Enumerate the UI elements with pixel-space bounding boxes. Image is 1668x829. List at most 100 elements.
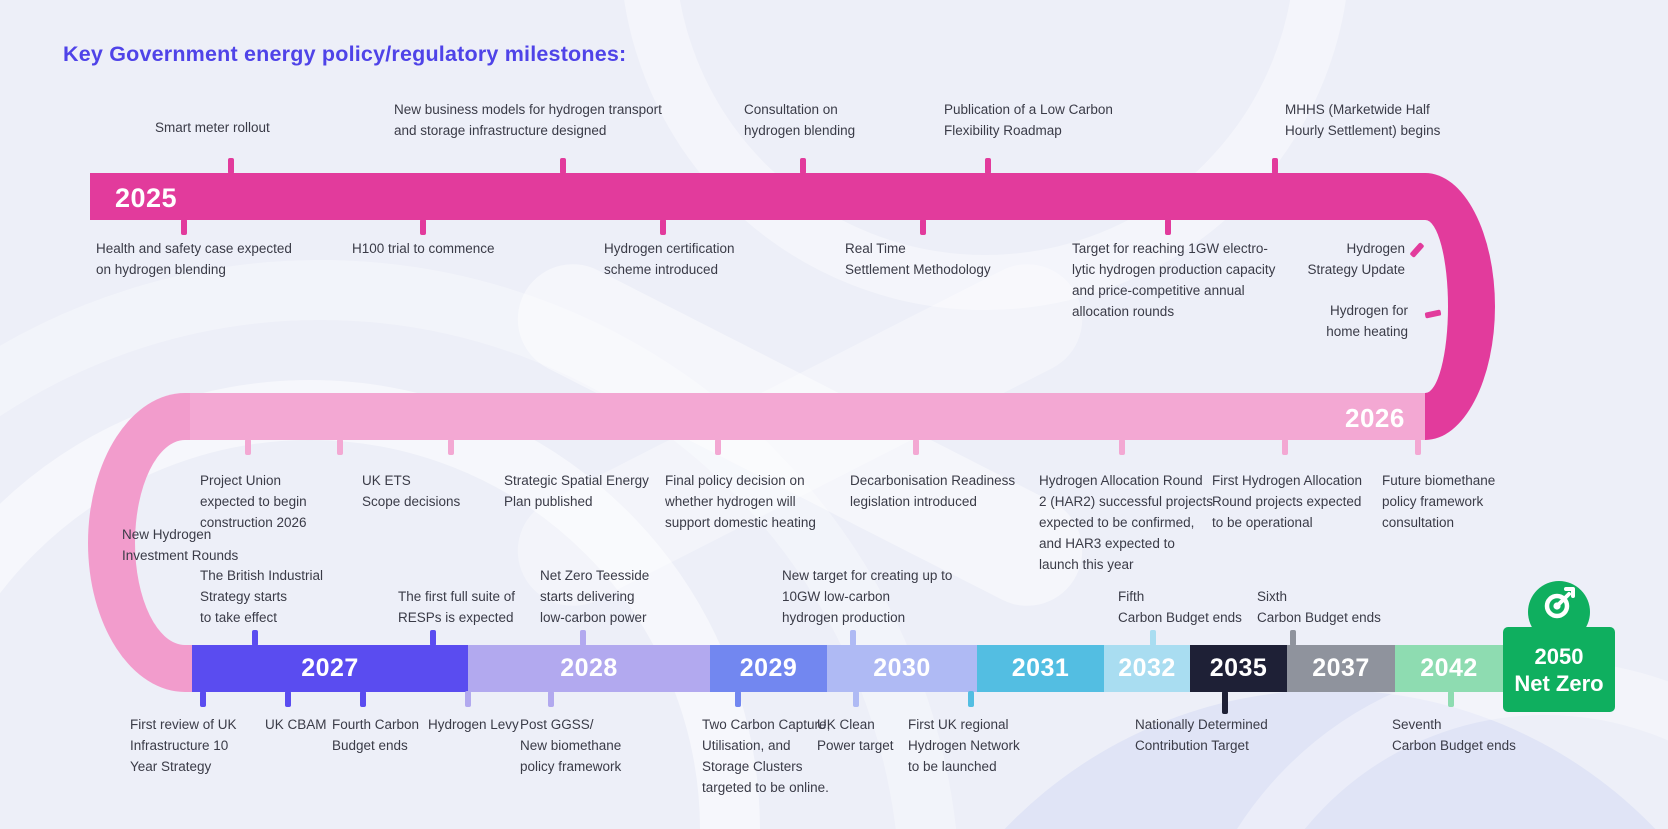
milestone-label: Final policy decision on whether hydroge… — [665, 473, 816, 530]
segment-2029: 2029 — [710, 645, 827, 692]
tick-marker — [735, 691, 741, 707]
tick-marker — [985, 158, 991, 174]
tick-marker — [1119, 439, 1125, 455]
segment-2030: 2030 — [827, 645, 977, 692]
tick-marker — [920, 219, 926, 235]
milestone-label: The British Industrial Strategy starts t… — [200, 568, 324, 625]
tick-marker — [200, 691, 206, 707]
tick-marker — [1165, 219, 1171, 235]
year-label-2037: 2037 — [1312, 654, 1370, 682]
milestone-label: Target for reaching 1GW electro- lytic h… — [1072, 241, 1276, 319]
netzero-year: 2050 — [1534, 643, 1584, 669]
segment-2042: 2042 — [1395, 645, 1503, 692]
milestone-label: UK ETS Scope decisions — [362, 473, 461, 509]
milestone-label: Health and safety case expected on hydro… — [96, 241, 292, 277]
tick-marker — [1222, 691, 1228, 714]
milestone-label: First Hydrogen Allocation Round projects… — [1212, 473, 1363, 530]
year-label-2025: 2025 — [115, 183, 178, 213]
tick-marker — [1282, 439, 1288, 455]
milestone-label: Strategic Spatial Energy Plan published — [504, 473, 649, 509]
milestone-label: New Hydrogen Investment Rounds — [122, 527, 239, 563]
milestone-label: Hydrogen certification scheme introduced — [604, 241, 735, 277]
milestone-label: Publication of a Low Carbon Flexibility … — [944, 102, 1113, 138]
tick-marker — [337, 439, 343, 455]
tick-marker — [360, 691, 366, 707]
milestone-label: New business models for hydrogen transpo… — [394, 102, 662, 138]
tick-marker — [181, 219, 187, 235]
segment-2037: 2037 — [1287, 645, 1395, 692]
tick-marker — [913, 439, 919, 455]
segment-2035: 2035 — [1190, 645, 1287, 692]
tick-marker — [1448, 691, 1454, 707]
milestone-label: Hydrogen Levy — [428, 717, 519, 732]
year-label-2042: 2042 — [1420, 654, 1478, 682]
segment-2031: 2031 — [977, 645, 1104, 692]
tick-marker — [252, 630, 258, 646]
tick-marker — [1415, 439, 1421, 455]
year-label-2029: 2029 — [739, 654, 798, 682]
milestone-label: Hydrogen Strategy Update — [1307, 241, 1405, 277]
milestone-label: Hydrogen for home heating — [1326, 303, 1408, 339]
milestone-label: Post GGSS/ New biomethane policy framewo… — [520, 717, 622, 774]
milestone-label: Fifth Carbon Budget ends — [1118, 589, 1242, 625]
milestone-label: New target for creating up to 10GW low-c… — [782, 568, 953, 625]
milestone-label: H100 trial to commence — [352, 241, 495, 256]
milestone-label: Net Zero Teesside starts delivering low-… — [540, 568, 650, 625]
year-label-2030: 2030 — [873, 654, 931, 682]
milestone-label: Hydrogen Allocation Round 2 (HAR2) succe… — [1039, 473, 1214, 572]
bottom-year-bar: 2027 2028 2029 2030 2031 2032 2035 2037 … — [192, 645, 1503, 692]
milestone-label: Project Union expected to begin construc… — [200, 473, 307, 530]
netzero-block: 2050 Net Zero — [1503, 627, 1615, 712]
year-label-2032: 2032 — [1118, 654, 1176, 682]
year-label-2028: 2028 — [560, 654, 618, 682]
tick-marker — [465, 691, 471, 707]
milestone-label: Fourth Carbon Budget ends — [332, 717, 420, 753]
tick-marker — [850, 630, 856, 646]
tick-marker — [800, 158, 806, 174]
tick-marker — [715, 439, 721, 455]
milestone-label: First review of UK Infrastructure 10 Yea… — [130, 717, 237, 774]
milestone-label: MHHS (Marketwide Half Hourly Settlement)… — [1285, 102, 1441, 138]
tick-marker — [660, 219, 666, 235]
timeline-bar-2026 — [190, 393, 1425, 440]
tick-marker — [245, 439, 251, 455]
tick-marker — [580, 630, 586, 646]
year-label-2027: 2027 — [301, 654, 359, 682]
milestone-label: Decarbonisation Readiness legislation in… — [850, 473, 1016, 509]
tick-marker — [560, 158, 566, 174]
year-label-2031: 2031 — [1011, 654, 1070, 682]
timeline-bar-2025 — [90, 173, 1110, 220]
milestone-label: Sixth Carbon Budget ends — [1257, 589, 1381, 625]
milestone-label: Future biomethane policy framework consu… — [1382, 473, 1496, 530]
tick-marker — [548, 691, 554, 707]
milestone-label: Consultation on hydrogen blending — [744, 102, 856, 138]
tick-marker — [285, 691, 291, 707]
segment-2028: 2028 — [468, 645, 710, 692]
milestone-label: Nationally Determined Contribution Targe… — [1135, 717, 1268, 753]
tick-marker — [1290, 630, 1296, 646]
milestone-label: Real Time Settlement Methodology — [845, 241, 991, 277]
tick-marker — [228, 158, 234, 174]
segment-2027: 2027 — [192, 645, 468, 692]
milestone-label: UK Clean Power target — [817, 717, 894, 753]
milestone-label: Smart meter rollout — [155, 120, 270, 135]
netzero-label: Net Zero — [1514, 670, 1604, 696]
year-label-2035: 2035 — [1209, 654, 1268, 682]
tick-marker — [430, 630, 436, 646]
segment-2032: 2032 — [1104, 645, 1190, 692]
milestone-label: Seventh Carbon Budget ends — [1392, 717, 1516, 753]
milestone-label: UK CBAM — [265, 717, 327, 732]
milestone-label: First UK regional Hydrogen Network to be… — [908, 717, 1020, 774]
tick-marker — [853, 691, 859, 707]
page-title: Key Government energy policy/regulatory … — [63, 42, 627, 66]
tick-marker — [448, 439, 454, 455]
milestone-label: The first full suite of RESPs is expecte… — [398, 589, 516, 625]
tick-marker — [1272, 158, 1278, 174]
year-label-2026: 2026 — [1345, 403, 1405, 433]
target-dart-icon — [1544, 587, 1575, 619]
tick-marker — [420, 219, 426, 235]
milestone-label: Two Carbon Capture, Utilisation, and Sto… — [702, 717, 831, 795]
tick-marker — [968, 691, 974, 707]
tick-marker — [1150, 630, 1156, 646]
